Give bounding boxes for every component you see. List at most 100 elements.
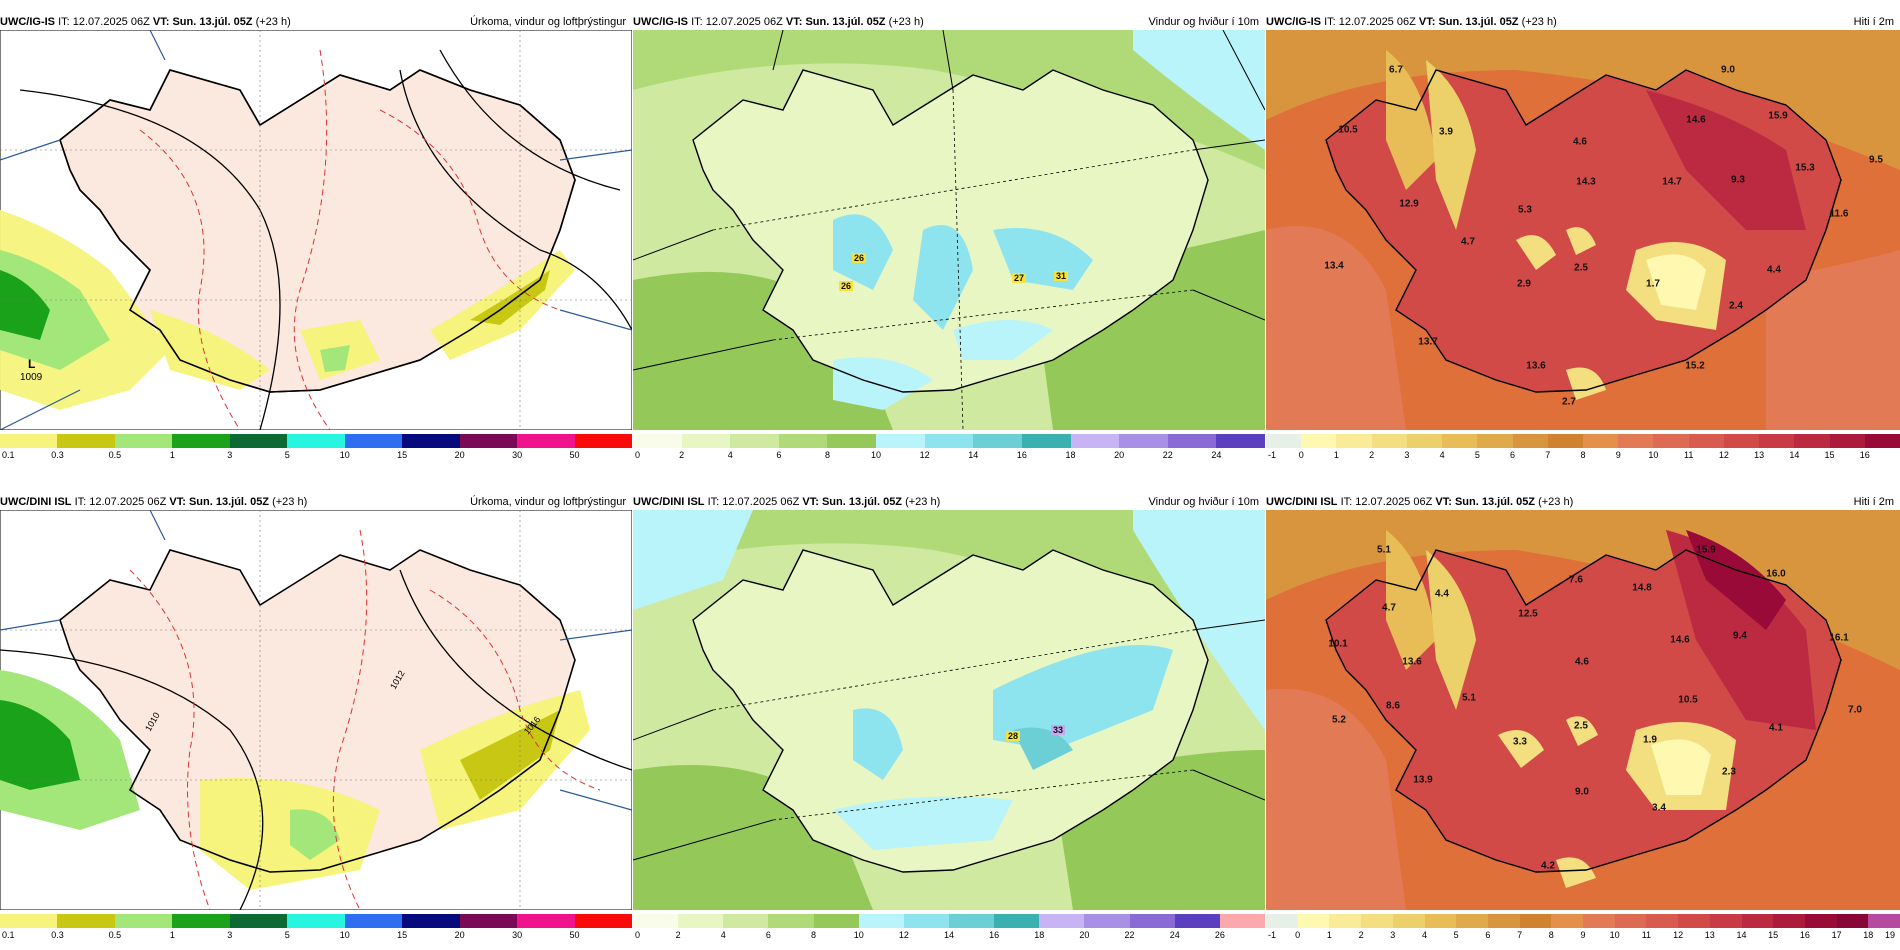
panel-header: UWC/DINI ISL IT: 12.07.2025 06Z VT: Sun.… bbox=[1266, 494, 1900, 510]
temp-label: 3.4 bbox=[1652, 802, 1666, 814]
colorbar-swatch bbox=[903, 914, 950, 928]
colorbar-swatch bbox=[1329, 914, 1362, 928]
colorbar-swatch bbox=[1512, 434, 1549, 448]
colorbar-tick-label: 50 bbox=[569, 450, 580, 460]
valid-time: Sun. 13.júl. 05Z bbox=[805, 16, 886, 28]
colorbar-tick-label: 7 bbox=[1517, 930, 1523, 940]
colorbar-swatch bbox=[1864, 434, 1900, 448]
colorbar-tick-label: 6 bbox=[776, 450, 782, 460]
model-name: UWC/DINI ISL bbox=[1266, 496, 1338, 508]
colorbar-tick-label: 5 bbox=[284, 930, 290, 940]
colorbar-tick-label: 10 bbox=[1648, 450, 1659, 460]
colorbar-swatch bbox=[1583, 914, 1616, 928]
init-label: IT: bbox=[691, 16, 703, 28]
temp-colorbar: -1 0 1 2 3 4 5 6 7 8 9 10 11 12 13 14 15 16 bbox=[1266, 434, 1900, 460]
temp-label: 7.6 bbox=[1569, 574, 1583, 586]
gust-label: 26 bbox=[838, 281, 854, 291]
init-time: 12.07.2025 06Z bbox=[722, 496, 800, 508]
colorbar-swatch bbox=[1646, 914, 1679, 928]
temp-label: 10.5 bbox=[1678, 694, 1698, 706]
gust-label: 31 bbox=[1053, 271, 1069, 281]
init-time: 12.07.2025 06Z bbox=[72, 16, 150, 28]
temp-label: 1.7 bbox=[1646, 278, 1660, 290]
colorbar-swatch bbox=[1129, 914, 1176, 928]
vt-label: VT: bbox=[1418, 16, 1436, 28]
colorbar-swatch bbox=[1361, 914, 1394, 928]
colorbar-tick-label: 5 bbox=[1453, 930, 1459, 940]
colorbar-swatch bbox=[994, 914, 1040, 928]
colorbar-tick-label: 16 bbox=[989, 930, 1000, 940]
temp-label: 4.2 bbox=[1541, 860, 1555, 872]
colorbar-swatch bbox=[1519, 914, 1552, 928]
temp-panel-dini: UWC/DINI ISL IT: 12.07.2025 06Z VT: Sun.… bbox=[1266, 494, 1900, 940]
temp-label: 5.1 bbox=[1377, 544, 1391, 556]
panel-title: Hiti í 2m bbox=[1853, 496, 1894, 508]
temp-label: 16.0 bbox=[1766, 568, 1786, 580]
colorbar-tick-label: 10 bbox=[1609, 930, 1620, 940]
temp-label: 8.6 bbox=[1386, 700, 1400, 712]
temp-label: 4.1 bbox=[1769, 722, 1783, 734]
colorbar-tick-label: 12 bbox=[898, 930, 909, 940]
colorbar-swatch bbox=[287, 914, 346, 928]
colorbar-tick-label: 6 bbox=[1485, 930, 1491, 940]
colorbar-swatch bbox=[1614, 914, 1647, 928]
init-time: 12.07.2025 06Z bbox=[1355, 496, 1433, 508]
colorbar-swatch bbox=[949, 914, 995, 928]
colorbar-swatch bbox=[402, 434, 461, 448]
colorbar-swatch bbox=[1477, 434, 1514, 448]
colorbar-tick-label: 20 bbox=[1079, 930, 1090, 940]
colorbar-swatch bbox=[1868, 914, 1900, 928]
colorbar-swatch bbox=[1219, 914, 1266, 928]
colorbar-swatch bbox=[1836, 914, 1869, 928]
panel-title: Úrkoma, vindur og loftþrýstingur bbox=[470, 496, 626, 508]
colorbar-swatch bbox=[633, 434, 683, 448]
gust-label: 27 bbox=[1011, 273, 1027, 283]
colorbar-swatch bbox=[1709, 914, 1742, 928]
colorbar-swatch bbox=[876, 434, 926, 448]
temp-label: 6.7 bbox=[1389, 64, 1403, 76]
colorbar-tick-label: 14 bbox=[943, 930, 955, 940]
gust-label: 33 bbox=[1050, 725, 1066, 735]
temp-label: 2.3 bbox=[1722, 766, 1736, 778]
temp-label: 15.3 bbox=[1795, 162, 1815, 174]
colorbar-tick-label: 7 bbox=[1545, 450, 1551, 460]
colorbar-tick-label: 6 bbox=[1510, 450, 1516, 460]
init-label: IT: bbox=[58, 16, 70, 28]
precip-map: L 1009 bbox=[0, 30, 632, 430]
colorbar-ticks: -1 0 1 2 3 4 5 6 7 8 9 10 11 12 13 14 15 16 17 18 19 bbox=[1266, 930, 1900, 942]
colorbar-tick-label: 8 bbox=[1580, 450, 1586, 460]
panel-header: UWC/IG-IS IT: 12.07.2025 06Z VT: Sun. 13… bbox=[0, 14, 632, 30]
temp-label: 10.1 bbox=[1328, 638, 1348, 650]
colorbar-tick-label: 17 bbox=[1831, 930, 1842, 940]
wind-colorbar: 0 2 4 6 8 10 12 14 16 18 20 22 24 bbox=[633, 434, 1266, 460]
colorbar-ticks: 0.1 0.3 0.5 1 3 5 10 15 20 30 50 bbox=[0, 930, 632, 942]
colorbar-tick-label: 10 bbox=[339, 930, 350, 940]
colorbar-tick-label: 3 bbox=[1390, 930, 1396, 940]
colorbar-tick-label: 0.3 bbox=[51, 450, 64, 460]
colorbar-tick-label: 16 bbox=[1799, 930, 1810, 940]
colorbar-tick-label: 9 bbox=[1580, 930, 1586, 940]
init-time: 12.07.2025 06Z bbox=[1338, 16, 1416, 28]
temp-label: 2.5 bbox=[1574, 720, 1588, 732]
colorbar-swatch bbox=[1618, 434, 1654, 448]
colorbar-swatch bbox=[344, 434, 403, 448]
colorbar-swatch bbox=[1266, 434, 1302, 448]
colorbar-swatch bbox=[681, 434, 731, 448]
colorbar-tick-label: 0.1 bbox=[2, 450, 15, 460]
colorbar-tick-label: 15 bbox=[1824, 450, 1835, 460]
temp-label: 12.9 bbox=[1399, 198, 1419, 210]
temp-label: 9.0 bbox=[1575, 786, 1589, 798]
panel-title: Vindur og hviður í 10m bbox=[1148, 496, 1259, 508]
temp-label: 14.7 bbox=[1662, 176, 1682, 188]
colorbar-swatch bbox=[402, 914, 461, 928]
colorbar-swatch bbox=[1424, 914, 1457, 928]
init-label: IT: bbox=[1324, 16, 1336, 28]
colorbar-swatch bbox=[459, 914, 518, 928]
temp-label: 15.2 bbox=[1685, 360, 1705, 372]
colorbar-tick-label: 10 bbox=[853, 930, 864, 940]
colorbar-tick-label: 6 bbox=[765, 930, 771, 940]
colorbar-swatch bbox=[1794, 434, 1831, 448]
colorbar-tick-label: 2 bbox=[675, 930, 681, 940]
colorbar-tick-label: 12 bbox=[919, 450, 930, 460]
temp-colorbar: -1 0 1 2 3 4 5 6 7 8 9 10 11 12 13 14 15 16 17 18 19 bbox=[1266, 914, 1900, 940]
